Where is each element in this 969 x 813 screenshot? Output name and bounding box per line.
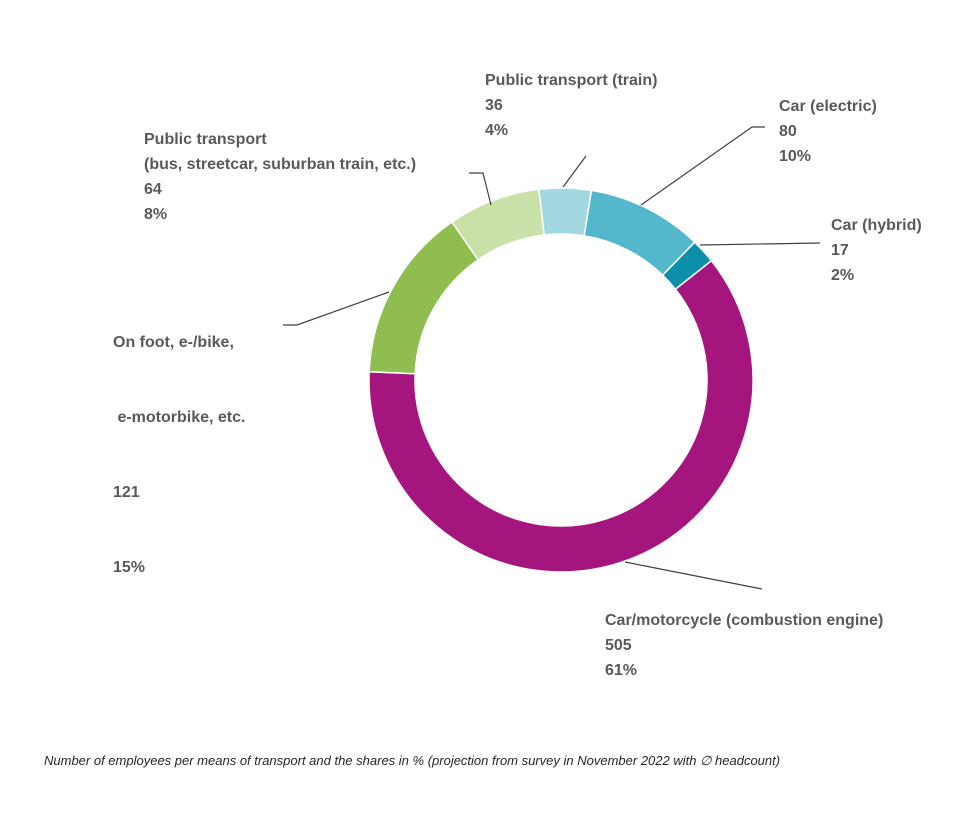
label-public-transport-percent: 8%	[144, 206, 168, 223]
leader-hybrid	[699, 242, 821, 246]
slice-combustion	[368, 259, 754, 573]
slice-hybrid	[661, 241, 713, 291]
label-public-transport-name-2: (bus, streetcar, suburban train, etc.)	[144, 156, 417, 173]
label-combustion-name: Car/motorcycle (combustion engine)	[605, 612, 884, 629]
slice-train	[538, 187, 593, 237]
label-hybrid-percent: 2%	[831, 267, 855, 284]
label-train-value: 36	[485, 97, 503, 114]
label-on-foot-name-2: e-motorbike, etc.	[113, 409, 246, 426]
slice-on-foot	[368, 220, 480, 375]
label-train-percent: 4%	[485, 122, 509, 139]
label-combustion: Car/motorcycle (combustion engine) 505 6…	[605, 608, 883, 683]
chart-caption: Number of employees per means of transpo…	[44, 753, 781, 768]
leader-train	[562, 155, 587, 188]
label-electric: Car (electric) 80 10%	[779, 94, 877, 169]
label-public-transport-value: 64	[144, 181, 162, 198]
label-hybrid-name: Car (hybrid)	[831, 217, 922, 234]
label-on-foot-percent: 15%	[113, 559, 146, 576]
label-on-foot-name: On foot, e-/bike,	[113, 334, 234, 351]
leader-public-transport	[469, 172, 492, 206]
leader-combustion	[624, 561, 763, 590]
label-train: Public transport (train) 36 4%	[485, 68, 657, 143]
label-combustion-value: 505	[605, 637, 632, 654]
label-electric-name: Car (electric)	[779, 98, 877, 115]
label-public-transport: Public transport (bus, streetcar, suburb…	[144, 127, 416, 227]
label-hybrid: Car (hybrid) 17 2%	[831, 213, 922, 288]
label-train-name: Public transport (train)	[485, 72, 658, 89]
label-electric-percent: 10%	[779, 148, 812, 165]
label-electric-value: 80	[779, 123, 797, 140]
label-on-foot-value: 121	[113, 484, 140, 501]
leader-on-foot	[283, 291, 390, 326]
label-combustion-percent: 61%	[605, 662, 638, 679]
label-public-transport-name: Public transport	[144, 131, 267, 148]
leader-electric	[640, 126, 765, 206]
label-hybrid-value: 17	[831, 242, 849, 259]
label-on-foot: On foot, e-/bike, e-motorbike, etc. 121 …	[113, 280, 245, 630]
